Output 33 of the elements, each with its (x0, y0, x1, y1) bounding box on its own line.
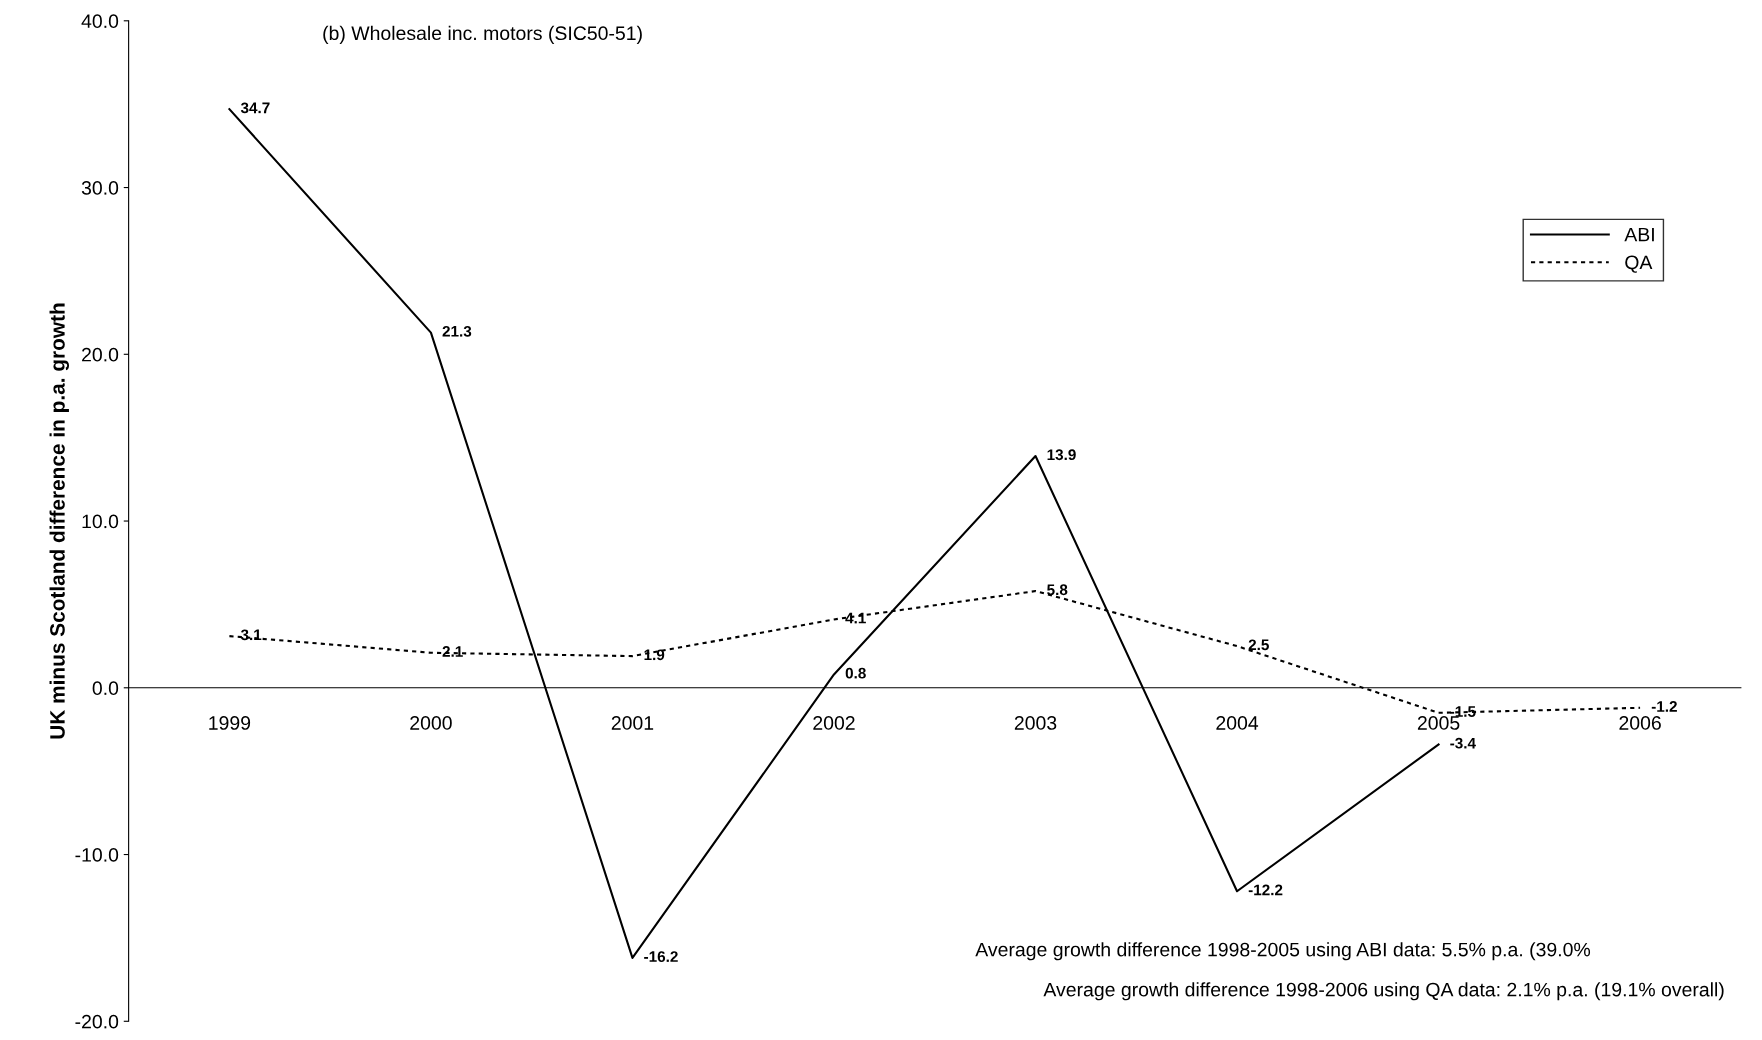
x-tick-label: 2005 (1417, 716, 1460, 730)
data-label: 5.8 (1047, 584, 1068, 596)
x-tick-label: 2001 (611, 716, 654, 730)
y-tick-label: 20.0 (82, 347, 119, 362)
data-label: 21.3 (442, 325, 472, 337)
chart-title: (b) Wholesale inc. motors (SIC50-51) (323, 25, 642, 44)
legend-label: QA (1625, 255, 1653, 273)
data-label: -12.2 (1248, 884, 1283, 896)
data-label: 13.9 (1047, 449, 1076, 461)
y-tick-label: 30.0 (81, 181, 119, 195)
data-label: 2.5 (1248, 639, 1269, 651)
data-label: 0.8 (845, 667, 866, 679)
data-label: -16.2 (644, 951, 678, 963)
x-tick-label: 2002 (813, 716, 855, 730)
data-label: 1.9 (644, 649, 665, 661)
x-tick-label: 2006 (1619, 716, 1661, 730)
x-tick-label: 2004 (1216, 716, 1259, 730)
annotation: Average growth difference 1998-2005 using ABI data: 5.5% p.a. (39.0% (975, 942, 1591, 961)
y-tick-label: 40.0 (81, 14, 119, 29)
annotation: Average growth difference 1998-2006 using QA data: 2.1% p.a. (19.1% overall) (1043, 982, 1724, 1001)
data-label: -3.4 (1450, 737, 1476, 749)
legend-label: ABI (1624, 227, 1654, 242)
data-label: 34.7 (240, 102, 270, 114)
y-tick-label: 10.0 (82, 514, 119, 529)
x-tick-label: 2000 (410, 716, 452, 730)
y-tick-label: 0.0 (92, 681, 119, 696)
y-axis-title: UK minus Scotland difference in p.a. growth (49, 303, 70, 739)
data-label: -1.2 (1651, 701, 1677, 712)
y-tick-label: -20.0 (75, 1014, 119, 1029)
x-tick-label: 2003 (1014, 716, 1057, 730)
data-label: 2.1 (442, 646, 463, 657)
y-tick-label: -10.0 (75, 848, 119, 862)
x-tick-label: 1999 (209, 716, 251, 730)
